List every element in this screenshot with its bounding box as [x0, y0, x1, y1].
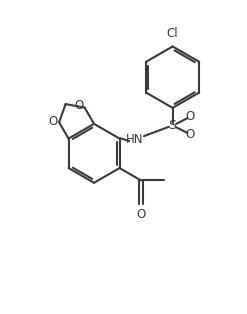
Text: Cl: Cl: [167, 27, 178, 40]
Text: O: O: [74, 99, 83, 112]
Text: S: S: [169, 119, 177, 132]
Text: HN: HN: [126, 133, 143, 146]
Text: O: O: [186, 128, 195, 141]
Text: O: O: [186, 111, 195, 123]
Text: O: O: [48, 115, 57, 128]
Text: O: O: [136, 208, 145, 221]
